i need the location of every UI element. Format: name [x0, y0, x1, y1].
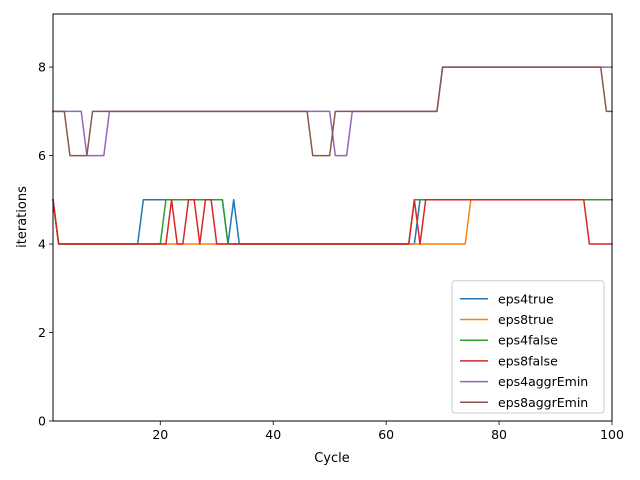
y-tick-label: 6	[38, 148, 46, 163]
series-line-eps8aggrEmin	[52, 66, 613, 157]
legend-label-eps4true: eps4true	[498, 291, 554, 306]
y-tick-label: 4	[38, 237, 46, 252]
legend-label-eps8aggrEmin: eps8aggrEmin	[498, 395, 588, 410]
legend-label-eps8false: eps8false	[498, 353, 558, 368]
y-axis-label: iterations	[15, 186, 30, 248]
series-line-eps8false	[52, 198, 613, 245]
plot-frame	[52, 13, 613, 422]
y-tick-label: 8	[38, 60, 46, 75]
y-axis-ticks: 0 2 4 6 8	[38, 60, 53, 429]
x-axis-ticks: 20 40 60 80 100	[152, 421, 624, 442]
legend-label-eps8true: eps8true	[498, 312, 554, 327]
legend-label-eps4aggrEmin: eps4aggrEmin	[498, 374, 588, 389]
x-tick-label: 80	[491, 427, 507, 442]
x-tick-label: 40	[265, 427, 281, 442]
y-tick-label: 0	[38, 414, 46, 429]
y-tick-label: 2	[38, 325, 46, 340]
x-tick-label: 20	[152, 427, 168, 442]
x-axis-label: Cycle	[314, 451, 350, 466]
x-tick-label: 60	[378, 427, 394, 442]
x-tick-label: 100	[600, 427, 624, 442]
legend-frame	[451, 280, 605, 414]
series-layer	[52, 66, 613, 245]
legend-label-eps4false: eps4false	[498, 333, 558, 348]
legend: eps4true eps8true eps4false eps8false eps4ag…	[451, 280, 605, 414]
